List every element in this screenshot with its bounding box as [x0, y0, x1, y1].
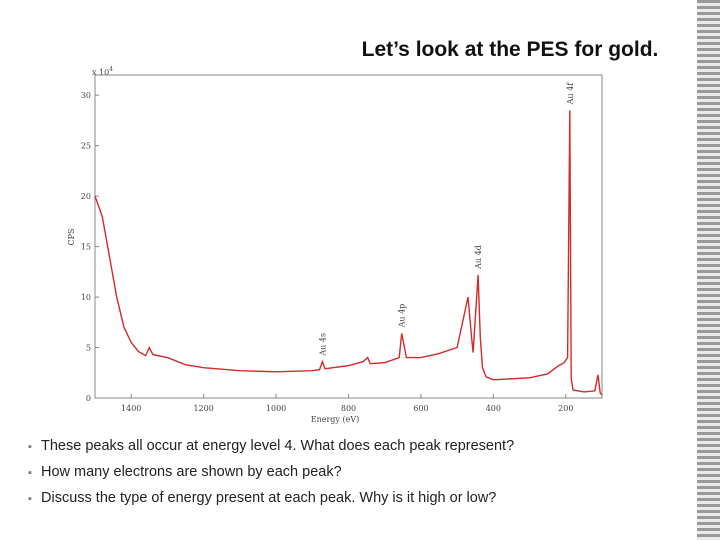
multiplier-base: x 10 [92, 68, 109, 77]
bullet: How many electrons are shown by each pea… [28, 459, 514, 485]
peak-label: Au 4p [398, 304, 407, 329]
torn-edge [697, 0, 720, 540]
x-axis-label: Energy (eV) [311, 415, 360, 424]
y-tick-label: 20 [81, 192, 91, 201]
spectrum-line [94, 110, 603, 396]
y-tick-label: 0 [86, 394, 91, 403]
bullet-list: These peaks all occur at energy level 4.… [28, 433, 514, 511]
chart: Energy (eV) CPS x 104 1400 1200 1000 800 600… [67, 66, 603, 424]
x-tick-label: 600 [413, 404, 428, 413]
peak-label: Au 4d [474, 245, 483, 270]
y-axis-label: CPS [67, 229, 76, 246]
y-tick-label: 10 [81, 293, 91, 302]
x-tick-label: 1200 [193, 404, 213, 413]
y-tick-label: 5 [86, 344, 91, 353]
y-tick-label: 15 [81, 243, 91, 252]
slide-title: Let’s look at the PES for gold. [361, 38, 659, 61]
x-tick-label: 200 [558, 404, 573, 413]
x-tick-label: 400 [486, 404, 501, 413]
y-tick-label: 30 [81, 91, 91, 100]
bullet: These peaks all occur at energy level 4.… [28, 433, 514, 459]
bullet: Discuss the type of energy present at ea… [28, 485, 514, 511]
multiplier-exponent: 4 [109, 66, 113, 73]
x-tick-label: 1000 [266, 404, 286, 413]
y-multiplier: x 104 [92, 66, 113, 77]
x-tick-label: 800 [341, 404, 356, 413]
x-tick-label: 1400 [121, 404, 141, 413]
y-tick-label: 25 [81, 142, 91, 151]
peak-label: Au 4s [318, 333, 327, 357]
peak-label: Au 4f [566, 82, 575, 106]
plot-frame [94, 74, 603, 399]
